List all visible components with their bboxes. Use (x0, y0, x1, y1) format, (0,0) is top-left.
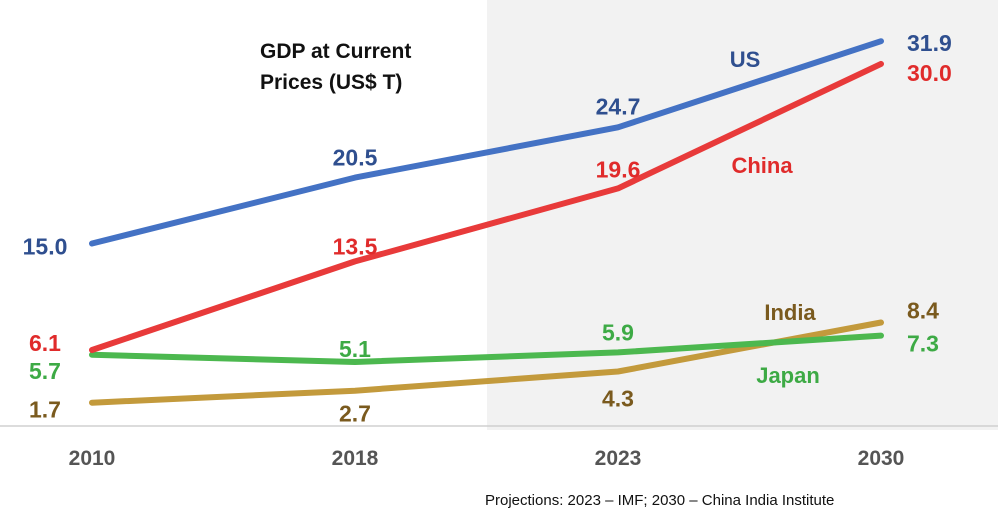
data-label-china-2030: 30.0 (907, 60, 952, 86)
series-name-china: China (731, 153, 793, 178)
data-label-india-2018: 2.7 (339, 401, 371, 427)
chart-title: GDP at Current Prices (US$ T) (260, 40, 411, 94)
data-label-us-2023: 24.7 (596, 93, 641, 119)
data-label-us-2010: 15.0 (23, 233, 68, 259)
series-line-china (89, 60, 884, 353)
series-line-us (89, 38, 884, 247)
x-tick-label-2010: 2010 (69, 447, 116, 470)
data-label-japan-2018: 5.1 (339, 336, 371, 362)
series-name-japan: Japan (756, 363, 820, 388)
chart-title-line-1: GDP at Current (260, 40, 411, 63)
x-tick-label-2018: 2018 (332, 447, 379, 470)
data-label-japan-2023: 5.9 (602, 319, 634, 345)
x-tick-label-2023: 2023 (595, 447, 642, 470)
projection-footnote: Projections: 2023 – IMF; 2030 – China In… (485, 492, 835, 509)
data-label-china-2018: 13.5 (333, 233, 378, 259)
x-tick-labels: 2010 2018 2023 2030 (69, 447, 905, 470)
data-label-us-2030: 31.9 (907, 30, 952, 56)
chart-title-line-2: Prices (US$ T) (260, 71, 402, 94)
data-labels: 15.0 20.5 24.7 31.9 6.1 13.5 19.6 30.0 1.7 2.7 4.3… (23, 30, 952, 427)
data-label-china-2023: 19.6 (596, 156, 641, 182)
series-name-labels: US China India Japan (730, 47, 820, 388)
x-tick-label-2030: 2030 (858, 447, 905, 470)
data-label-japan-2010: 5.7 (29, 358, 61, 384)
series-lines (89, 38, 884, 406)
data-label-india-2023: 4.3 (602, 386, 634, 412)
series-line-japan (89, 332, 884, 365)
data-label-china-2010: 6.1 (29, 330, 61, 356)
data-label-us-2018: 20.5 (333, 145, 378, 171)
data-label-india-2030: 8.4 (907, 297, 939, 323)
data-label-india-2010: 1.7 (29, 397, 61, 423)
data-label-japan-2030: 7.3 (907, 331, 939, 357)
series-name-india: India (764, 300, 816, 325)
series-name-us: US (730, 47, 761, 72)
projection-shaded-region (487, 0, 998, 430)
